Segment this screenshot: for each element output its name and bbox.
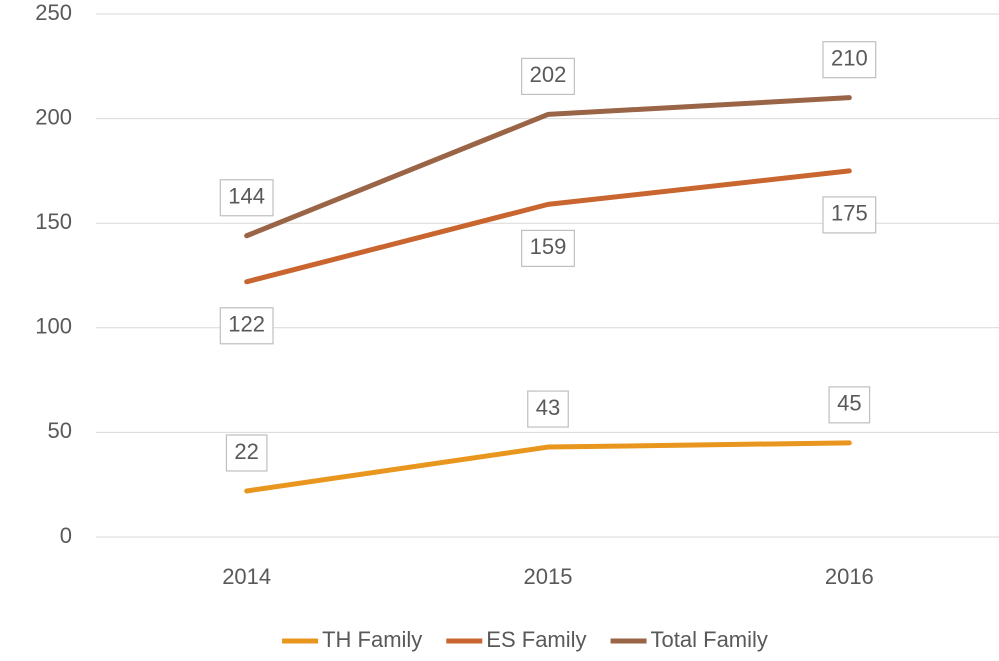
data-label: 22 [225,434,268,472]
data-label-text: 45 [837,391,861,416]
data-label-text: 144 [228,184,265,209]
data-label-text: 122 [228,312,265,337]
data-label-box [521,57,575,96]
data-label-box [822,196,877,234]
data-label-text: 175 [831,201,868,226]
y-tick-label: 50 [48,418,72,443]
data-label-box [219,307,274,345]
y-tick-label: 250 [35,0,72,25]
data-label-text: 159 [530,234,567,259]
data-label-box [527,390,569,428]
data-label: 175 [822,196,877,234]
data-label: 202 [521,57,575,96]
legend: TH Family ES Family Total Family [282,627,768,652]
legend-label: ES Family [486,627,586,652]
y-tick-label: 150 [35,209,72,234]
data-label: 122 [219,307,274,345]
x-tick-label: 2015 [524,564,573,589]
series-line [244,168,852,285]
data-label-text: 202 [530,62,567,87]
legend-item: TH Family [282,627,422,652]
series-line [244,95,852,239]
data-label-text: 210 [831,45,868,70]
data-label-box [521,229,575,267]
data-label-box [219,179,274,217]
legend-item: ES Family [446,627,587,652]
legend-item: Total Family [610,627,768,652]
data-label: 144 [219,179,274,217]
legend-label: TH Family [322,627,422,652]
data-label: 43 [527,390,569,428]
series-line [244,440,852,494]
legend-label: Total Family [651,627,768,652]
x-tick-label: 2014 [222,564,271,589]
y-tick-label: 200 [35,104,72,129]
data-label-box [822,41,877,79]
data-label-text: 22 [234,439,258,464]
data-label: 210 [822,41,877,79]
y-tick-label: 0 [60,523,72,548]
data-label: 159 [521,229,575,267]
x-tick-label: 2016 [825,564,874,589]
data-label-text: 43 [536,395,560,420]
y-tick-label: 100 [35,314,72,339]
data-label: 45 [828,386,871,424]
data-label-box [828,386,871,424]
data-label-box [225,434,268,472]
